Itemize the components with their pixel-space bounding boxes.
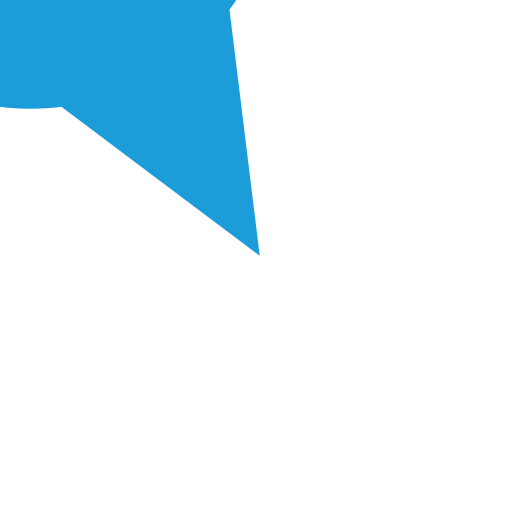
pie-chart-svg: 9,6%87,2% — [0, 0, 523, 516]
pie-slice — [0, 0, 281, 258]
pie-slice-label: 87,2% — [311, 384, 373, 409]
pie-chart: 9,6%87,2% — [0, 0, 523, 516]
